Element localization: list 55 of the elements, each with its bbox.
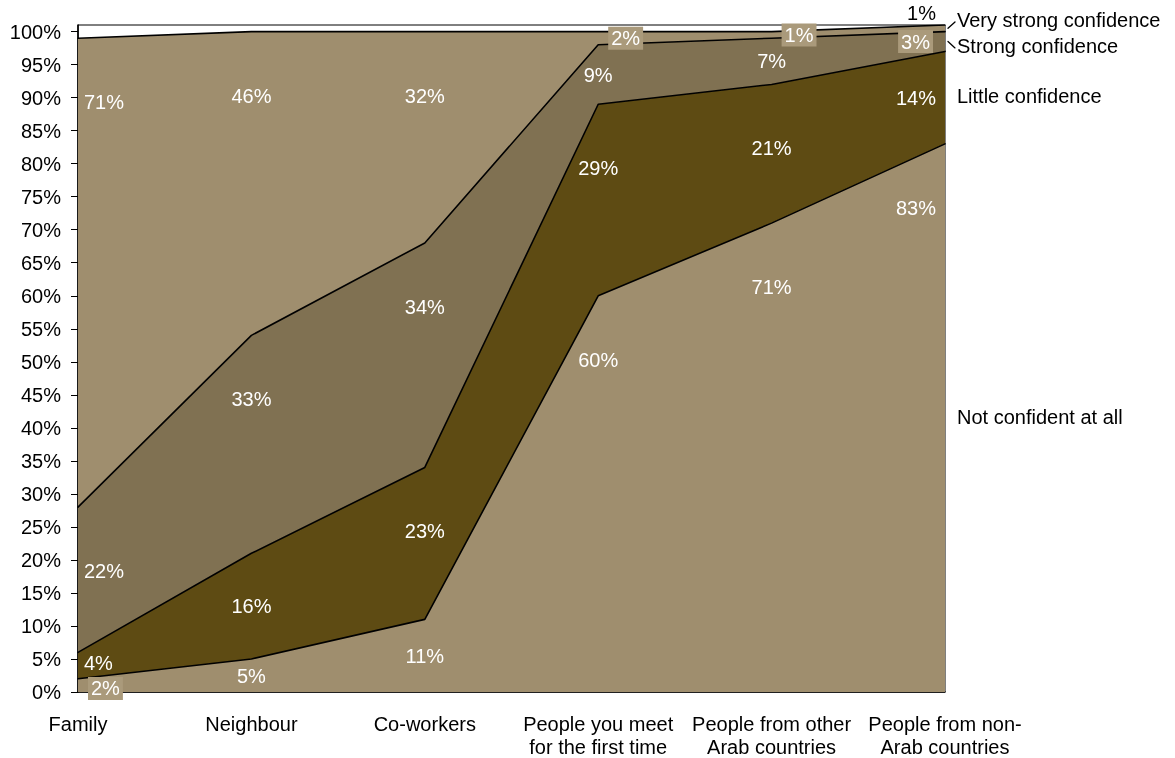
data-label: 83% bbox=[895, 196, 937, 219]
data-label: 21% bbox=[751, 137, 792, 160]
data-label: 4% bbox=[84, 651, 114, 674]
y-tick-label: 95% bbox=[20, 53, 62, 76]
y-tick-label: 35% bbox=[20, 449, 62, 472]
data-label: 34% bbox=[404, 295, 446, 318]
y-tick-label: 65% bbox=[20, 251, 62, 274]
y-tick-label: 30% bbox=[20, 482, 62, 505]
data-label: 1% bbox=[784, 23, 814, 46]
data-label: 3% bbox=[901, 30, 931, 53]
data-label: 7% bbox=[757, 50, 787, 73]
y-tick-label: 60% bbox=[20, 284, 62, 307]
y-tick-label: 50% bbox=[20, 350, 62, 373]
y-tick-label: 85% bbox=[20, 119, 62, 142]
data-label: 71% bbox=[751, 276, 792, 299]
data-label: 32% bbox=[404, 84, 446, 107]
y-tick-label: 10% bbox=[20, 614, 62, 637]
y-tick-label: 100% bbox=[9, 20, 62, 43]
data-label: 22% bbox=[84, 560, 125, 583]
data-label: 60% bbox=[578, 348, 619, 371]
data-label: 46% bbox=[231, 84, 272, 107]
x-tick-label: People from non-Arab countries bbox=[868, 712, 1022, 758]
data-label: 14% bbox=[895, 86, 937, 109]
x-tick-label: Co-workers bbox=[373, 712, 476, 735]
y-tick-label: 15% bbox=[20, 581, 62, 604]
data-label: 33% bbox=[231, 388, 272, 411]
data-label: 9% bbox=[583, 63, 613, 86]
series-label: Not confident at all bbox=[957, 405, 1123, 428]
y-tick-label: 20% bbox=[20, 548, 62, 571]
y-tick-label: 75% bbox=[20, 185, 62, 208]
data-label: 2% bbox=[91, 677, 121, 700]
y-tick-label: 90% bbox=[20, 86, 62, 109]
y-tick-label: 45% bbox=[20, 383, 62, 406]
data-label: 1% bbox=[907, 2, 937, 24]
y-tick-label: 55% bbox=[20, 317, 62, 340]
data-label: 5% bbox=[236, 664, 267, 687]
data-label: 29% bbox=[578, 157, 619, 180]
series-label: Little confidence bbox=[957, 84, 1102, 107]
data-label: 11% bbox=[405, 644, 445, 667]
data-label: 2% bbox=[611, 27, 641, 50]
x-tick-label: Family bbox=[48, 712, 108, 735]
y-tick-label: 0% bbox=[32, 681, 62, 703]
y-tick-label: 5% bbox=[32, 647, 62, 670]
x-tick-label: People from other Arab countries bbox=[692, 712, 852, 758]
y-tick-label: 70% bbox=[20, 218, 62, 241]
series-label: Very strong confidence bbox=[957, 8, 1161, 31]
y-tick-label: 25% bbox=[20, 515, 62, 538]
y-tick-label: 40% bbox=[20, 416, 62, 439]
y-tick-label: 80% bbox=[20, 152, 62, 175]
data-label: 23% bbox=[404, 520, 446, 543]
data-label: 71% bbox=[84, 91, 125, 114]
data-label: 16% bbox=[231, 595, 272, 618]
x-tick-label: People you meet for the first time bbox=[523, 712, 674, 758]
legend-label: Strong confidence bbox=[957, 34, 1119, 57]
x-tick-label: Neighbour bbox=[205, 712, 298, 735]
